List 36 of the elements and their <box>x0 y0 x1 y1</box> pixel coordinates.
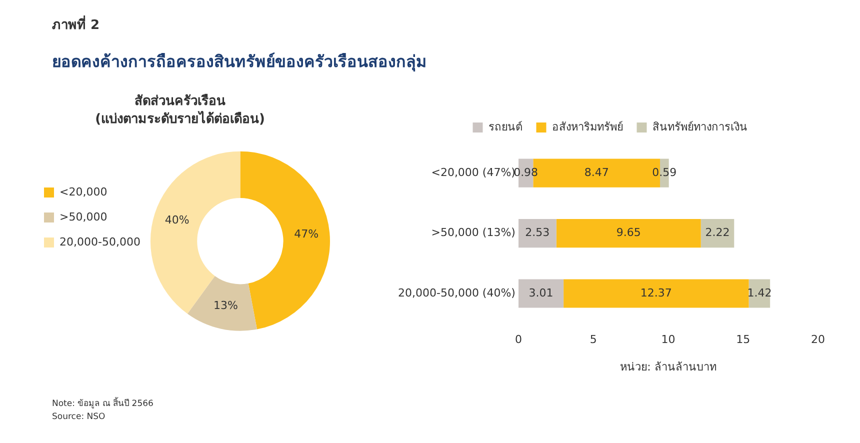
data-label: 2.53 <box>525 226 550 240</box>
text: ยอดคงค้างการถือครองสินทรัพย์ของครัวเรือนสองกลุ่ม <box>52 51 428 74</box>
legend-label: รถยนต์ <box>488 120 522 134</box>
legend-label: 20,000-50,000 <box>60 235 140 248</box>
text: Note: ข้อมูล ณ สิ้นปี 2566 <box>52 398 154 411</box>
x-tick-label: 10 <box>661 333 676 346</box>
x-tick-label: 5 <box>590 333 597 346</box>
legend-label: <20,000 <box>60 185 108 198</box>
legend-label: อสังหาริมทรัพย์ <box>552 120 623 134</box>
x-tick-label: 20 <box>811 333 825 346</box>
y-tick-label: >50,000 (13%) <box>431 226 516 240</box>
data-label: 2.22 <box>705 226 730 240</box>
bar <box>518 279 564 308</box>
chart-subtitle: (แบ่งตามระดับรายได้ต่อเดือน) <box>95 110 265 127</box>
bar <box>556 219 701 248</box>
x-axis-title: หน่วย: ล้านล้านบาท <box>620 360 716 374</box>
text: ภาพที่ 2 <box>52 14 101 35</box>
data-label: 9.65 <box>616 226 641 240</box>
data-label: 8.47 <box>584 166 609 179</box>
legend-label: สินทรัพย์ทางการเงิน <box>652 120 748 134</box>
bar <box>518 219 556 248</box>
y-tick-label: <20,000 (47%) <box>431 166 516 179</box>
x-tick-label: 15 <box>736 333 750 346</box>
data-label: 3.01 <box>528 286 554 300</box>
data-label: 13% <box>214 298 238 312</box>
bar <box>564 279 749 308</box>
data-label: 40% <box>164 213 190 226</box>
y-tick-label: 20,000-50,000 (40%) <box>398 286 516 300</box>
bar <box>700 219 734 248</box>
legend-label: >50,000 <box>60 210 108 224</box>
data-label: 12.37 <box>640 286 672 300</box>
source-note: Source: NSO <box>52 411 106 424</box>
chart-title: สัดส่วนครัวเรือน <box>134 93 226 110</box>
data-label: 1.42 <box>747 286 772 300</box>
x-tick-label: 0 <box>514 333 522 346</box>
data-label: 47% <box>294 228 319 241</box>
